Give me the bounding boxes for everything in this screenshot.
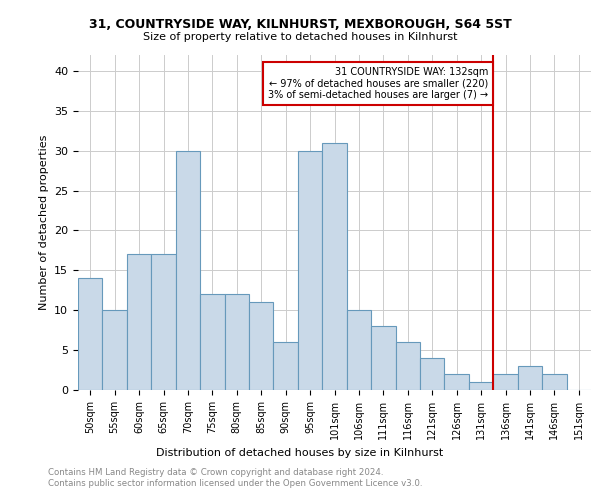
Bar xyxy=(445,374,469,390)
Bar xyxy=(542,374,566,390)
Bar xyxy=(200,294,224,390)
Bar xyxy=(151,254,176,390)
Bar xyxy=(420,358,445,390)
Bar xyxy=(298,150,322,390)
Bar xyxy=(347,310,371,390)
Bar xyxy=(249,302,274,390)
Bar xyxy=(274,342,298,390)
Text: Size of property relative to detached houses in Kilnhurst: Size of property relative to detached ho… xyxy=(143,32,457,42)
Bar xyxy=(322,142,347,390)
Bar xyxy=(371,326,395,390)
Bar xyxy=(395,342,420,390)
Bar xyxy=(127,254,151,390)
Text: 31, COUNTRYSIDE WAY, KILNHURST, MEXBOROUGH, S64 5ST: 31, COUNTRYSIDE WAY, KILNHURST, MEXBOROU… xyxy=(89,18,511,30)
Text: Contains HM Land Registry data © Crown copyright and database right 2024.
Contai: Contains HM Land Registry data © Crown c… xyxy=(48,468,422,487)
Bar xyxy=(469,382,493,390)
Text: 31 COUNTRYSIDE WAY: 132sqm
← 97% of detached houses are smaller (220)
3% of semi: 31 COUNTRYSIDE WAY: 132sqm ← 97% of deta… xyxy=(268,67,488,100)
Bar xyxy=(176,150,200,390)
Bar xyxy=(518,366,542,390)
Y-axis label: Number of detached properties: Number of detached properties xyxy=(38,135,49,310)
Text: Distribution of detached houses by size in Kilnhurst: Distribution of detached houses by size … xyxy=(157,448,443,458)
Bar xyxy=(224,294,249,390)
Bar xyxy=(78,278,103,390)
Bar xyxy=(103,310,127,390)
Bar xyxy=(493,374,518,390)
